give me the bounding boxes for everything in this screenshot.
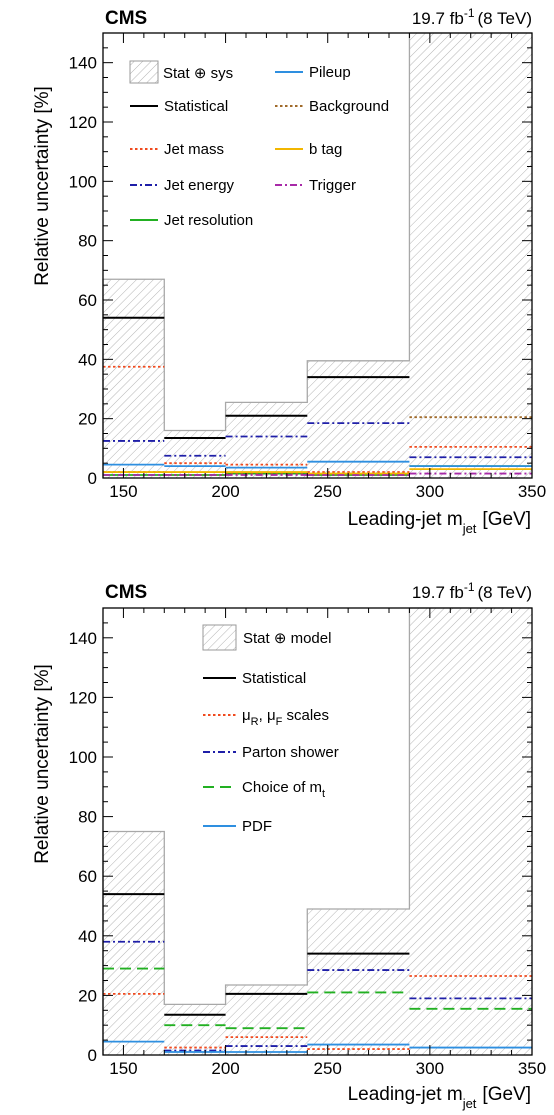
- bottom-total-bar-4: [307, 908, 410, 1055]
- bottom-x-tick-label: 250: [314, 1059, 342, 1078]
- bottom-x-tick-label: 350: [518, 1059, 546, 1078]
- bottom-total-bar-5: [409, 608, 532, 1055]
- top-legend: Stat ⊕ sys Statistical Jet mass Jet energy…: [129, 60, 389, 229]
- bottom-plot-layer: [102, 607, 532, 1055]
- bottom-legend-label-choice-of-mt: Choice of mt: [242, 779, 325, 800]
- top-legend-hatch-swatch: [129, 60, 159, 84]
- bottom-legend-label-r-f-scales: μR, μF scales: [242, 707, 329, 728]
- top-legend-label-pileup: Pileup: [309, 64, 351, 81]
- bottom-legend-hatch-swatch: [202, 624, 237, 651]
- bottom-legend: Stat ⊕ model Statistical μR, μF scales Par…: [202, 624, 339, 835]
- top-plot-layer: [102, 32, 532, 478]
- bottom-x-axis-label: Leading-jet mjet [GeV]: [348, 1084, 531, 1111]
- bottom-total-outline: [102, 607, 532, 1055]
- top-y-tick-label: 40: [78, 350, 97, 369]
- top-legend-label-trigger: Trigger: [309, 177, 356, 194]
- top-legend-entry-total: Stat ⊕ sys: [129, 60, 233, 84]
- bottom-panel: 150 200 250 300 350 0 20 40 60 80 100 120 140 CMS 19…: [32, 580, 546, 1111]
- bottom-total-bar-1: [103, 831, 165, 1055]
- top-y-tick-label: 140: [69, 54, 97, 73]
- top-ticks-layer: 150 200 250 300 350 0 20 40 60 80 100 120 140: [69, 32, 546, 501]
- bottom-x-tick-label: 300: [416, 1059, 444, 1078]
- top-total-bar-3: [225, 402, 308, 478]
- top-legend-items: Statistical Jet mass Jet energy Jet resolut…: [130, 64, 389, 229]
- bottom-y-tick-label: 120: [69, 688, 97, 707]
- bottom-y-tick-label: 80: [78, 808, 97, 827]
- top-x-tick-label: 150: [109, 482, 137, 501]
- top-y-tick-label: 100: [69, 172, 97, 191]
- bottom-x-tick-label: 150: [109, 1059, 137, 1078]
- top-y-tick-label: 0: [88, 469, 97, 488]
- top-x-tick-label: 200: [211, 482, 239, 501]
- bottom-total-bar-3: [225, 984, 308, 1055]
- top-y-tick-label: 80: [78, 232, 97, 251]
- bottom-total-bar-2: [164, 1004, 226, 1055]
- top-x-axis-label: Leading-jet mjet [GeV]: [348, 509, 531, 536]
- bottom-ticks-layer: 150 200 250 300 350 0 20 40 60 80 100 120 140: [69, 607, 546, 1078]
- top-luminosity-label: 19.7 fb-1 (8 TeV): [412, 6, 532, 28]
- bottom-y-tick-label: 40: [78, 927, 97, 946]
- top-legend-label-jet-mass: Jet mass: [164, 141, 224, 158]
- bottom-experiment-label: CMS: [105, 582, 147, 603]
- top-total-outline: [102, 32, 532, 478]
- bottom-y-tick-label: 140: [69, 629, 97, 648]
- top-y-tick-label: 20: [78, 410, 97, 429]
- top-experiment-label: CMS: [105, 8, 147, 29]
- top-total-bar-5: [409, 33, 532, 478]
- top-legend-label-b-tag: b tag: [309, 141, 342, 158]
- bottom-y-tick-label: 20: [78, 986, 97, 1005]
- top-legend-label-statistical: Statistical: [164, 98, 228, 115]
- top-legend-label-background: Background: [309, 98, 389, 115]
- bottom-y-axis-label: Relative uncertainty [%]: [32, 664, 53, 864]
- top-panel: 150 200 250 300 350 0 20 40 60 80 100 120 140 CMS 19…: [32, 6, 546, 536]
- top-total-bar-1: [103, 279, 165, 478]
- top-x-tick-label: 300: [416, 482, 444, 501]
- top-legend-label-jet-energy: Jet energy: [164, 177, 235, 194]
- bottom-y-tick-label: 0: [88, 1046, 97, 1065]
- top-legend-label-total: Stat ⊕ sys: [163, 65, 233, 82]
- bottom-legend-label-parton-shower: Parton shower: [242, 744, 339, 761]
- top-y-axis-label: Relative uncertainty [%]: [32, 86, 53, 286]
- top-y-tick-label: 120: [69, 113, 97, 132]
- bottom-y-tick-label: 100: [69, 748, 97, 767]
- top-y-tick-label: 60: [78, 291, 97, 310]
- bottom-luminosity-label: 19.7 fb-1 (8 TeV): [412, 580, 532, 602]
- top-x-tick-label: 350: [518, 482, 546, 501]
- bottom-x-tick-label: 200: [211, 1059, 239, 1078]
- top-x-tick-label: 250: [314, 482, 342, 501]
- bottom-legend-label-pdf: PDF: [242, 818, 272, 835]
- bottom-y-tick-label: 60: [78, 867, 97, 886]
- top-legend-label-jet-resolution: Jet resolution: [164, 212, 253, 229]
- bottom-legend-items: Statistical μR, μF scales Parton shower Cho…: [203, 670, 339, 835]
- top-total-bar-4: [307, 360, 410, 478]
- bottom-legend-label-total: Stat ⊕ model: [243, 630, 331, 647]
- bottom-legend-entry-total: Stat ⊕ model: [202, 624, 331, 651]
- bottom-legend-label-statistical: Statistical: [242, 670, 306, 687]
